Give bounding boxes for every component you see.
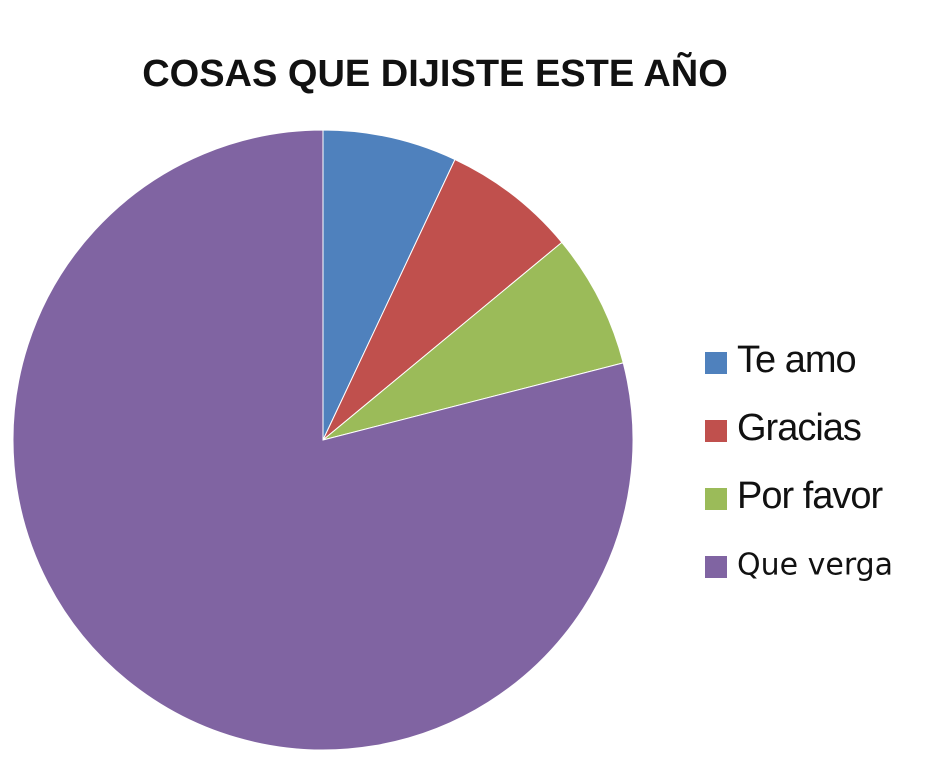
chart-title: COSAS QUE DIJISTE ESTE AÑO (142, 51, 728, 95)
pie-slice (322, 129, 456, 441)
legend-swatch (705, 420, 727, 442)
pie (12, 129, 634, 751)
legend-label: Te amo (737, 339, 856, 381)
legend-swatch (705, 556, 727, 578)
legend-label: Gracias (737, 407, 861, 449)
pie-slice (322, 158, 563, 441)
pie-slice (12, 129, 634, 751)
legend-swatch (705, 488, 727, 510)
legend-label: Por favor (737, 475, 884, 517)
legend: Te amo Gracias Por favor Que verga (705, 339, 893, 583)
legend-swatch (705, 352, 727, 374)
legend-label: Que verga (737, 548, 893, 583)
pie-slice (322, 241, 624, 441)
